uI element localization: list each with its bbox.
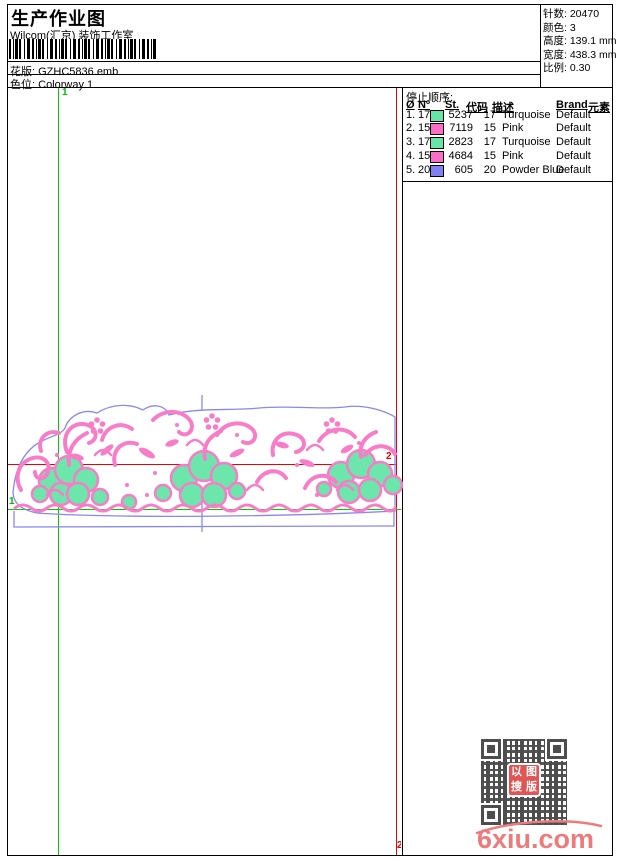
needle-number: 15	[418, 122, 431, 134]
pattern-row: 花版: GZHC5836.emb	[10, 63, 118, 79]
description-cell: Turquoise	[502, 136, 551, 148]
end-marker-bottom: 2	[397, 841, 401, 851]
brand-cell: Default	[556, 122, 591, 134]
table-row: 4. 15 4684 15 Pink Default	[402, 150, 612, 163]
header-divider-2	[7, 74, 540, 75]
colorway-value: Colorway 1	[38, 79, 94, 91]
brand-cell: Default	[556, 150, 591, 162]
table-row: 3. 17 2823 17 Turquoise Default	[402, 136, 612, 149]
stop-sequence-header: Ø Nº St. 代码 描述 Brand 元素	[402, 99, 612, 114]
col-stitches: St.	[445, 99, 460, 111]
header-bottom-border	[7, 87, 612, 88]
col-stop: Ø	[406, 99, 415, 111]
end-marker-right: 2	[386, 451, 392, 462]
stitch-count-cell: 7119	[449, 122, 473, 134]
qr-finder-icon	[481, 805, 501, 825]
color-swatch	[430, 165, 444, 177]
stamp-char: 以	[511, 766, 522, 778]
page-title: 生产作业图	[11, 9, 106, 29]
brand-cell: Default	[556, 136, 591, 148]
stitch-count-cell: 2823	[448, 136, 473, 148]
code-cell: 17	[483, 109, 496, 121]
pink-vines	[13, 438, 397, 513]
stamp-char: 搜	[511, 781, 522, 793]
color-swatch	[430, 151, 444, 163]
stop-sequence-title: 停止顺序:	[406, 92, 454, 104]
stamp-char: 图	[526, 766, 537, 778]
design-width: 宽度: 438.3 mm	[543, 48, 617, 61]
design-height: 高度: 139.1 mm	[543, 35, 617, 47]
page-border	[7, 4, 613, 856]
col-element: 元素	[588, 102, 610, 114]
color-swatch	[430, 137, 444, 149]
description-cell: Pink	[502, 150, 524, 162]
start-marker-left: 1	[9, 496, 15, 507]
stop-number: 2.	[406, 122, 416, 134]
code-cell: 20	[483, 164, 496, 176]
stitch-count-cell: 5237	[448, 109, 473, 121]
qr-code: 以 图 搜 版	[481, 739, 567, 825]
code-cell: 15	[483, 150, 496, 162]
table-row: 1. 17 5237 17 Turquoise Default	[402, 109, 612, 122]
needle-number: 17	[418, 109, 431, 121]
stop-number: 4.	[406, 150, 416, 162]
stitch-count: 针数: 20470	[543, 8, 600, 20]
col-needle: Nº	[418, 99, 430, 111]
stop-number: 5.	[406, 164, 416, 176]
header-divider-1	[7, 61, 540, 62]
qr-center-stamp: 以 图 搜 版	[507, 763, 541, 797]
needle-number: 17	[418, 136, 431, 148]
embroidery-design-preview	[12, 395, 403, 532]
stamp-char: 版	[526, 781, 537, 793]
brand-cell: Default	[556, 164, 591, 176]
design-scale: 比例: 0.30	[543, 62, 591, 74]
stop-number: 1.	[406, 109, 416, 121]
table-row: 2. 15 7119 15 Pink Default	[402, 122, 612, 135]
logo-swoosh-icon	[475, 820, 603, 835]
code-cell: 17	[483, 136, 496, 148]
description-cell: Turquoise	[502, 109, 551, 121]
design-outline	[12, 395, 396, 532]
color-swatch	[430, 123, 444, 135]
stitch-count-cell: 4684	[448, 150, 473, 162]
pattern-label: 花版:	[10, 66, 36, 78]
description-cell: Pink	[502, 122, 524, 134]
table-bottom-border	[402, 181, 612, 182]
col-description: 描述	[492, 102, 514, 114]
pink-flower	[88, 413, 341, 434]
info-box-divider	[540, 4, 541, 88]
needle-number: 20	[418, 164, 431, 176]
col-brand: Brand	[556, 99, 588, 111]
site-logo: 6xiu.com	[477, 824, 595, 854]
description-cell: Powder Blue	[502, 164, 565, 176]
col-code: 代码	[466, 102, 488, 114]
colorway-label: 色位:	[10, 79, 36, 91]
stop-number: 3.	[406, 136, 416, 148]
brand-cell: Default	[556, 109, 591, 121]
end-guide-vertical	[396, 88, 397, 855]
color-swatch	[430, 110, 444, 122]
start-marker-top: 1	[62, 87, 68, 98]
panel-divider	[402, 87, 403, 855]
qr-finder-icon	[547, 739, 567, 759]
pink-leaves	[55, 413, 361, 497]
needle-number: 15	[418, 150, 431, 162]
stitch-count-cell: 605	[454, 164, 473, 176]
color-count: 颜色: 3	[543, 21, 576, 34]
barcode	[9, 39, 157, 59]
pattern-value: GZHC5836.emb	[38, 66, 119, 78]
turquoise-flowers	[30, 448, 403, 511]
table-row: 5. 20 605 20 Powder Blue Default	[402, 164, 612, 177]
code-cell: 15	[483, 122, 496, 134]
design-info-box: 针数: 20470 颜色: 3 高度: 139.1 mm 宽度: 438.3 m…	[543, 8, 617, 76]
colorway-row: 色位: Colorway 1	[10, 76, 93, 92]
qr-finder-icon	[481, 739, 501, 759]
